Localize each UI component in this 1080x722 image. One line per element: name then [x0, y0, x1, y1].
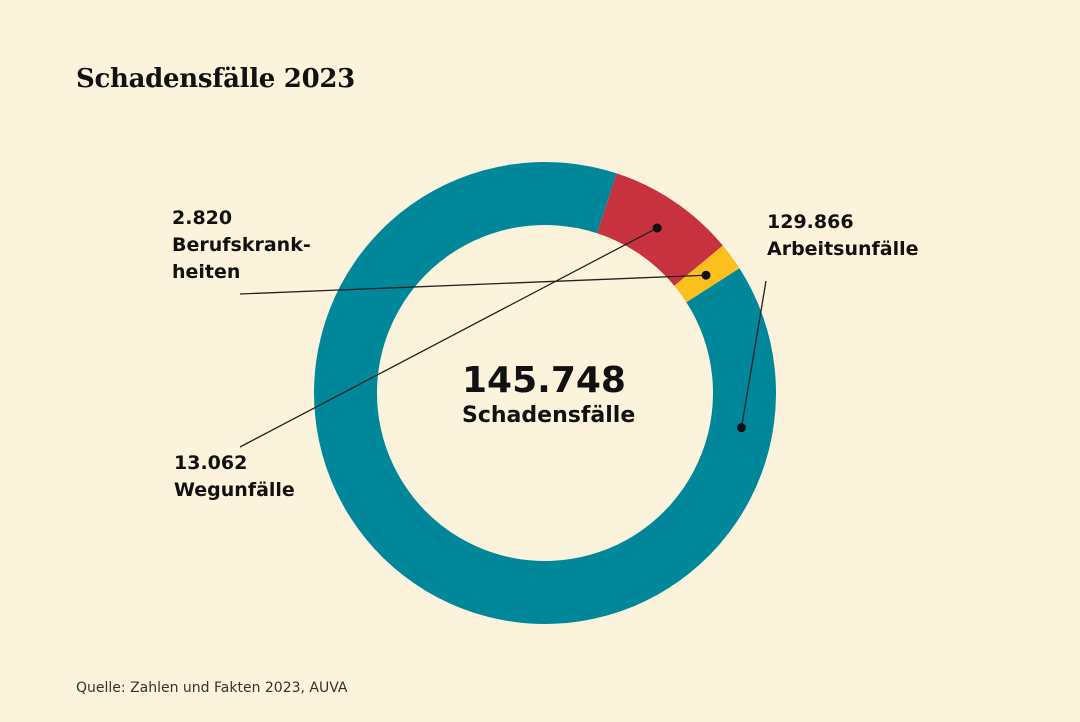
leader-line-2: [239, 274, 707, 295]
slice-name-label-0-0: Arbeitsunfälle: [767, 238, 919, 260]
leader-line-1: [239, 227, 658, 448]
slice-labels: 129.866 Arbeitsunfälle 13.062 Wegunfälle 2.8…: [172, 207, 919, 501]
slice-name-label-1-0: Wegunfälle: [174, 479, 295, 501]
slice-value-label-2: 2.820: [172, 207, 232, 229]
slice-name-label-2-0: Berufskrank-: [172, 234, 311, 256]
slice-name-label-2-1: heiten: [172, 261, 240, 283]
center-total-label: Schadensfälle: [462, 403, 635, 428]
leader-lines: [239, 223, 767, 448]
slice-value-label-0: 129.866: [767, 211, 854, 233]
leader-dot-2: [701, 270, 711, 280]
chart-title: Schadensfälle 2023: [76, 64, 355, 94]
center-total-value: 145.748: [462, 360, 626, 401]
slice-value-label-1: 13.062: [174, 452, 247, 474]
source-note: Quelle: Zahlen und Fakten 2023, AUVA: [76, 680, 348, 696]
leader-dot-0: [736, 423, 746, 433]
leader-dot-1: [652, 223, 662, 233]
leader-line-0: [740, 280, 767, 428]
